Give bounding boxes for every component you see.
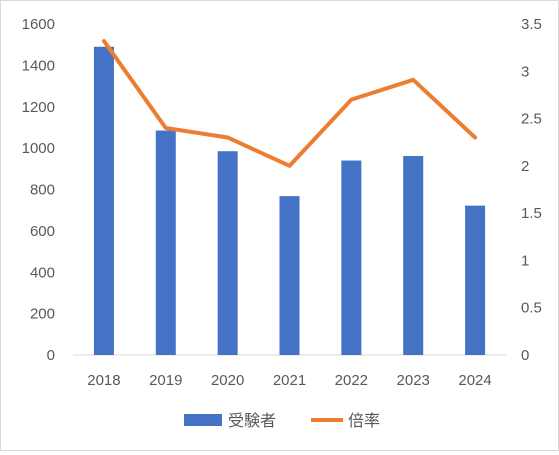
left-axis-ticks: 0 200 400 600 800 1000 1200 1400 1600: [22, 16, 55, 364]
right-axis-ticks: 0 0.5 1 1.5 2 2.5 3 3.5: [521, 16, 542, 364]
legend-swatch-bar: [184, 414, 222, 426]
left-tick-label: 0: [47, 347, 55, 364]
left-tick-label: 200: [30, 306, 55, 323]
right-tick-label: 1: [521, 252, 529, 269]
left-tick-label: 1600: [22, 16, 55, 33]
left-tick-label: 400: [30, 264, 55, 281]
left-tick-label: 1400: [22, 57, 55, 74]
right-tick-label: 1.5: [521, 205, 542, 222]
right-tick-label: 3.5: [521, 16, 542, 33]
left-tick-label: 800: [30, 182, 55, 199]
legend-label-line: 倍率: [348, 411, 380, 430]
x-tick-label: 2018: [87, 372, 120, 389]
right-tick-label: 3: [521, 63, 529, 80]
x-axis-ticks: 2018 2019 2020 2021 2022 2023 2024: [87, 372, 492, 389]
bar-2018: [94, 47, 114, 355]
x-tick-label: 2024: [458, 372, 491, 389]
x-tick-label: 2023: [397, 372, 430, 389]
bar-2020: [218, 151, 238, 355]
bar-2021: [280, 196, 300, 355]
x-tick-label: 2021: [273, 372, 306, 389]
right-tick-label: 2: [521, 158, 529, 175]
legend-label-bar: 受験者: [228, 411, 276, 430]
right-tick-label: 2.5: [521, 111, 542, 128]
bar-2024: [465, 206, 485, 355]
x-tick-label: 2020: [211, 372, 244, 389]
bar-2023: [403, 156, 423, 355]
bar-2019: [156, 131, 176, 355]
right-tick-label: 0: [521, 347, 529, 364]
right-tick-label: 0.5: [521, 300, 542, 317]
left-tick-label: 1000: [22, 140, 55, 157]
left-tick-label: 600: [30, 223, 55, 240]
x-tick-label: 2019: [149, 372, 182, 389]
bar-2022: [341, 161, 361, 355]
left-tick-label: 1200: [22, 99, 55, 116]
legend: 受験者 倍率: [184, 411, 380, 430]
x-tick-label: 2022: [335, 372, 368, 389]
